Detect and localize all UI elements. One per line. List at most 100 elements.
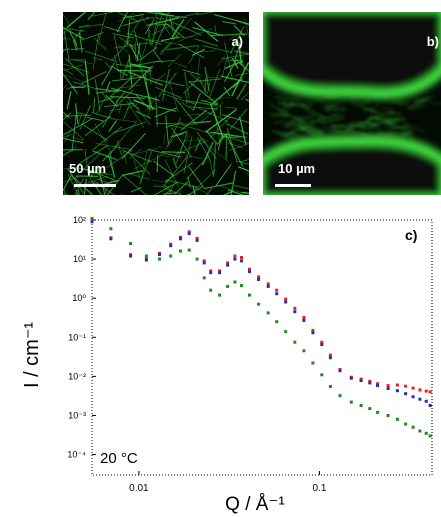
data-point — [188, 249, 191, 252]
data-point — [267, 285, 270, 288]
data-point — [387, 387, 390, 390]
data-point — [404, 423, 407, 426]
data-point — [429, 434, 432, 437]
scale-bar-label-b: 10 µm — [278, 161, 315, 176]
data-point — [396, 418, 399, 421]
y-tick-label: 10⁻⁴ — [67, 450, 86, 460]
scattering-chart: 10² 10¹ 10⁰ 10⁻¹ 10⁻² 10⁻³ 10⁻⁴ 0.01 0.1 c) 20 … — [0, 205, 441, 517]
data-point — [218, 271, 221, 274]
upper-bright-region — [263, 12, 441, 95]
panel-label-b: b) — [427, 34, 439, 49]
data-point — [275, 289, 278, 292]
data-point — [233, 255, 236, 258]
data-point — [360, 404, 363, 407]
data-point — [209, 289, 212, 292]
y-tick-label: 10¹ — [73, 254, 86, 264]
x-tick-label: 0.01 — [129, 483, 149, 494]
data-point — [284, 301, 287, 304]
data-point — [387, 414, 390, 417]
data-point — [425, 390, 428, 393]
data-point — [368, 381, 371, 384]
data-point — [376, 384, 379, 387]
data-point — [311, 331, 314, 334]
data-point — [169, 255, 172, 258]
data-point — [412, 395, 415, 398]
data-point — [91, 220, 94, 223]
y-tick-label: 10² — [73, 215, 86, 225]
data-point — [302, 319, 305, 322]
data-point — [109, 227, 112, 230]
scale-bar-b — [275, 184, 311, 187]
data-point — [257, 303, 260, 306]
y-tick-label: 10⁻³ — [68, 410, 86, 420]
data-point — [425, 400, 428, 403]
data-point — [387, 384, 390, 387]
data-point — [275, 320, 278, 323]
data-point — [233, 281, 236, 284]
y-tick-label: 10⁰ — [72, 293, 86, 303]
data-point — [418, 398, 421, 401]
data-point — [240, 284, 243, 287]
data-point — [267, 311, 270, 314]
data-point — [284, 298, 287, 301]
data-point — [257, 275, 260, 278]
data-point — [320, 343, 323, 346]
x-axis-label: Q / Å⁻¹ — [225, 494, 285, 515]
micrograph-panel-a: a) 50 µm — [63, 12, 249, 195]
data-point — [329, 354, 332, 357]
data-point — [302, 316, 305, 319]
data-point — [339, 369, 342, 372]
data-point — [284, 330, 287, 333]
data-point — [376, 411, 379, 414]
data-point — [129, 242, 132, 245]
scale-bar-label-a: 50 µm — [69, 161, 106, 176]
data-point — [179, 237, 182, 240]
data-point — [293, 341, 296, 344]
data-point — [179, 250, 182, 253]
data-point — [248, 270, 251, 273]
data-point — [233, 258, 236, 261]
data-point — [293, 310, 296, 313]
data-point — [293, 307, 296, 310]
data-point — [429, 404, 432, 407]
data-point — [311, 362, 314, 365]
temperature-annotation: 20 °C — [100, 450, 138, 467]
data-point — [109, 237, 112, 240]
micrograph-panel-b: b) 10 µm — [263, 12, 441, 195]
series-1 — [91, 219, 432, 393]
data-point — [203, 276, 206, 279]
scale-bar-a — [74, 184, 116, 187]
data-point — [203, 261, 206, 264]
data-point — [145, 259, 148, 262]
data-point — [360, 379, 363, 382]
data-point — [226, 285, 229, 288]
data-point — [257, 278, 260, 281]
data-point — [404, 385, 407, 388]
data-point — [320, 373, 323, 376]
data-point — [91, 217, 94, 220]
data-point — [196, 258, 199, 261]
data-point — [418, 430, 421, 433]
series-layer — [91, 217, 432, 438]
series-3 — [91, 217, 432, 438]
panel-label-c: c) — [405, 227, 417, 243]
data-point — [329, 356, 332, 359]
data-point — [209, 271, 212, 274]
series-2 — [91, 220, 432, 407]
panel-label-a: a) — [231, 34, 243, 49]
data-point — [396, 389, 399, 392]
x-tick-label: 0.1 — [313, 483, 327, 494]
data-point — [368, 407, 371, 410]
data-point — [418, 388, 421, 391]
data-point — [339, 394, 342, 397]
y-axis-label: I / cm⁻¹ — [21, 322, 43, 388]
data-point — [329, 385, 332, 388]
data-point — [302, 349, 305, 352]
data-point — [412, 426, 415, 429]
data-point — [275, 292, 278, 295]
data-point — [145, 255, 148, 258]
data-point — [396, 384, 399, 387]
data-point — [412, 387, 415, 390]
data-point — [404, 392, 407, 395]
data-point — [158, 258, 161, 261]
